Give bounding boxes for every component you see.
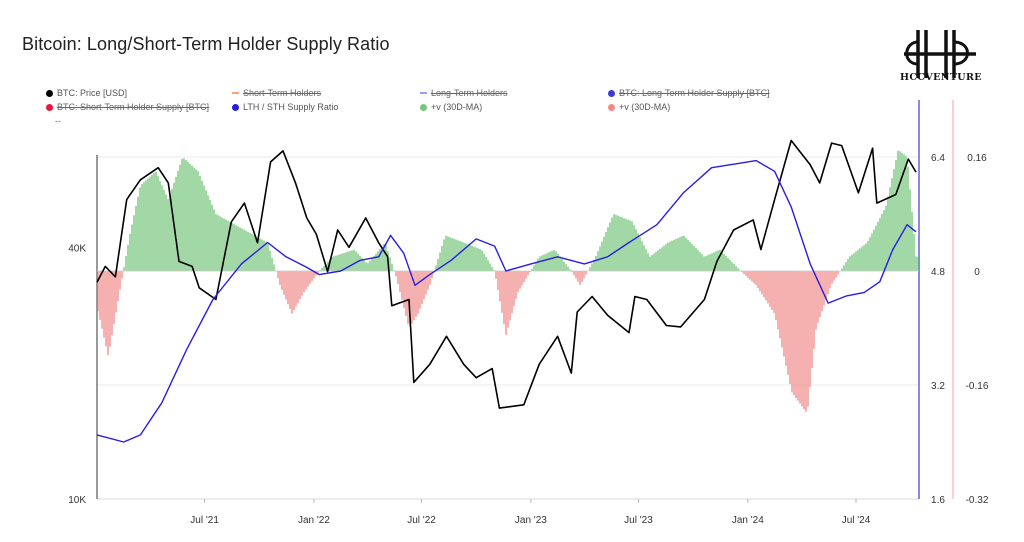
- x-tick-label: Jul '23: [624, 515, 653, 526]
- legend-marker-icon: [420, 92, 427, 94]
- legend-label: BTC: Price [USD]: [57, 88, 128, 98]
- legend-item[interactable]: BTC: Price [USD]: [46, 88, 127, 98]
- ratio-tick-label: 6.4: [931, 153, 945, 164]
- momentum-tick-label: 0: [974, 267, 980, 278]
- legend-label: LTH / STH Supply Ratio: [243, 102, 339, 112]
- legend-label: BTC: Short-Term Holder Supply [BTC]: [57, 102, 210, 112]
- hccventure-logo-icon: [904, 30, 976, 78]
- x-tick-label: Jan '24: [732, 515, 764, 526]
- legend-item[interactable]: +v (30D-MA): [420, 102, 482, 112]
- momentum-tick-label: 0.16: [967, 153, 987, 164]
- legend-marker-icon: [46, 103, 53, 111]
- ratio-line: [96, 159, 917, 443]
- chart-title: Bitcoin: Long/Short-Term Holder Supply R…: [22, 34, 390, 54]
- ratio-tick-label: 4.8: [931, 267, 945, 278]
- ratio-tick-label: 1.6: [931, 495, 945, 506]
- legend-marker-icon: [608, 103, 615, 111]
- x-tick-label: Jan '22: [298, 515, 330, 526]
- legend-item[interactable]: +v (30D-MA): [608, 102, 670, 112]
- legend-marker-icon: [420, 103, 427, 111]
- legend-label: +v (30D-MA): [431, 102, 483, 112]
- momentum-tick-label: -0.32: [966, 495, 989, 506]
- legend-item[interactable]: Long-Term Holders: [420, 88, 508, 98]
- momentum-tick-label: -0.16: [966, 381, 989, 392]
- legend-item[interactable]: BTC: Short-Term Holder Supply [BTC]: [46, 102, 209, 112]
- price-tick-label: 10K: [68, 495, 86, 506]
- x-tick-label: Jul '24: [842, 515, 871, 526]
- x-tick-label: Jul '21: [190, 515, 219, 526]
- logo-wordmark: HCCVENTURE: [900, 72, 982, 83]
- x-tick-label: Jul '22: [407, 515, 436, 526]
- legend-item[interactable]: LTH / STH Supply Ratio: [232, 102, 338, 112]
- legend-marker-icon: [232, 103, 239, 111]
- price-tick-label: 40K: [68, 243, 86, 254]
- legend-marker-icon: [232, 92, 239, 94]
- legend-marker-icon: [46, 89, 53, 97]
- ratio-tick-label: 3.2: [931, 381, 945, 392]
- legend-marker-icon: [608, 89, 615, 97]
- price-line: [96, 139, 917, 409]
- legend-label: Short-Term Holders: [243, 88, 322, 98]
- legend-overflow[interactable]: --: [55, 116, 61, 126]
- legend-label: +v (30D-MA): [619, 102, 671, 112]
- legend-item[interactable]: Short-Term Holders: [232, 88, 321, 98]
- legend-label: BTC: Long-Term Holder Supply [BTC]: [619, 88, 770, 98]
- legend-label: Long-Term Holders: [431, 88, 508, 98]
- legend-item[interactable]: BTC: Long-Term Holder Supply [BTC]: [608, 88, 770, 98]
- x-tick-label: Jan '23: [515, 515, 547, 526]
